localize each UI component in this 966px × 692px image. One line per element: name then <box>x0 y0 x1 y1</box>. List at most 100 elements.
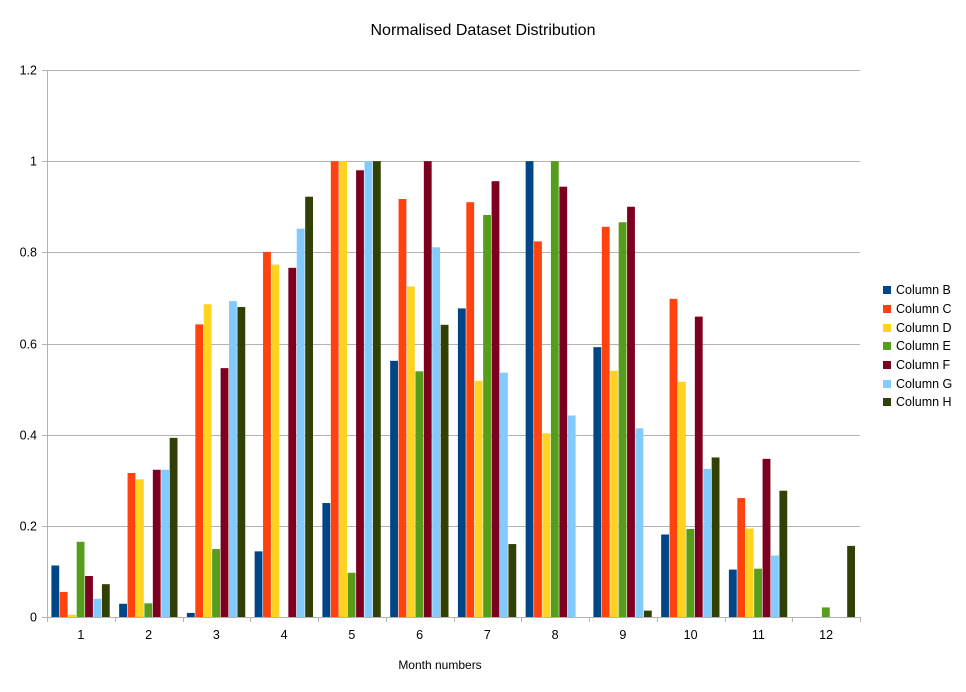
bar <box>728 569 737 617</box>
bar <box>144 603 153 617</box>
x-tick-label: 9 <box>619 628 626 642</box>
bar <box>347 572 356 617</box>
bar <box>51 565 60 617</box>
bar <box>627 206 635 617</box>
bar <box>694 316 703 617</box>
bar <box>771 555 779 617</box>
bar <box>339 161 348 618</box>
bar <box>534 241 542 617</box>
bar <box>847 545 855 617</box>
legend-item: Column H <box>883 393 952 412</box>
bar <box>398 199 407 617</box>
bar <box>186 612 195 617</box>
bar <box>686 529 695 617</box>
y-tick-label: 1.2 <box>20 64 37 78</box>
bar <box>263 251 271 617</box>
bar <box>601 226 610 617</box>
bar <box>491 181 500 617</box>
legend-swatch <box>883 361 891 370</box>
bar <box>212 549 220 617</box>
x-tick-label: 11 <box>752 628 765 642</box>
bar <box>635 428 644 617</box>
bar <box>415 371 424 617</box>
y-tick-label: 0.4 <box>20 429 37 443</box>
y-tick-label: 0 <box>30 611 37 625</box>
bar <box>500 372 508 617</box>
bar <box>737 498 746 617</box>
bar <box>779 490 788 617</box>
bar <box>356 170 364 617</box>
legend-swatch <box>883 323 891 332</box>
bar <box>423 161 432 618</box>
x-tick-label: 6 <box>416 628 423 642</box>
legend-swatch <box>883 379 891 388</box>
bar <box>296 228 305 617</box>
bar <box>406 286 415 617</box>
bar <box>610 370 619 617</box>
legend-label: Column E <box>896 339 951 354</box>
bar <box>169 437 178 617</box>
bar <box>754 568 762 617</box>
bar <box>440 324 449 617</box>
bar <box>68 614 77 617</box>
bar <box>372 161 381 618</box>
x-tick-label: 2 <box>145 628 152 642</box>
bar <box>643 610 652 617</box>
legend-item: Column E <box>883 337 952 356</box>
legend-item: Column D <box>883 318 952 337</box>
x-tick-label: 10 <box>684 628 698 642</box>
bar <box>559 186 568 617</box>
bar <box>711 457 720 617</box>
legend: Column B Column C Column D Column E Column F… <box>883 281 952 412</box>
legend-swatch <box>883 286 891 295</box>
bar <box>101 584 110 617</box>
bar <box>593 347 602 617</box>
bar <box>466 202 475 617</box>
legend-label: Column F <box>896 358 951 373</box>
bar <box>127 472 136 617</box>
bar <box>762 458 771 617</box>
bar <box>330 161 339 618</box>
bar <box>152 469 161 617</box>
bar <box>745 528 754 617</box>
bar <box>677 381 686 617</box>
x-tick-label: 5 <box>348 628 355 642</box>
bar <box>229 301 237 617</box>
legend-swatch <box>883 305 891 314</box>
bar <box>161 469 170 617</box>
bar <box>93 598 102 617</box>
bar <box>474 380 483 617</box>
legend-swatch <box>883 398 891 407</box>
legend-item: Column G <box>883 374 952 393</box>
legend-label: Column H <box>896 395 952 410</box>
bar <box>457 308 466 617</box>
bar <box>508 544 517 617</box>
y-tick-label: 0.2 <box>20 520 37 534</box>
bar <box>271 264 280 617</box>
bar <box>203 304 212 617</box>
x-tick-label: 7 <box>484 628 491 642</box>
legend-swatch <box>883 342 891 351</box>
bar <box>821 607 830 617</box>
x-tick-label: 4 <box>281 628 288 642</box>
bar <box>119 603 127 617</box>
legend-label: Column C <box>896 302 952 317</box>
bar <box>59 591 68 617</box>
bar <box>135 479 144 617</box>
bar <box>195 324 204 617</box>
chart-title: Normalised Dataset Distribution <box>370 22 596 39</box>
bar <box>322 503 331 617</box>
x-tick-label: 8 <box>552 628 559 642</box>
x-tick-label: 3 <box>213 628 220 642</box>
bar <box>703 468 712 617</box>
bar <box>542 433 551 617</box>
bar <box>220 368 229 617</box>
bar <box>390 360 398 617</box>
bar <box>288 267 297 617</box>
bar <box>661 534 669 617</box>
bar <box>618 222 627 617</box>
legend-item: Column C <box>883 300 952 319</box>
bar <box>525 161 534 618</box>
bar <box>85 575 93 617</box>
